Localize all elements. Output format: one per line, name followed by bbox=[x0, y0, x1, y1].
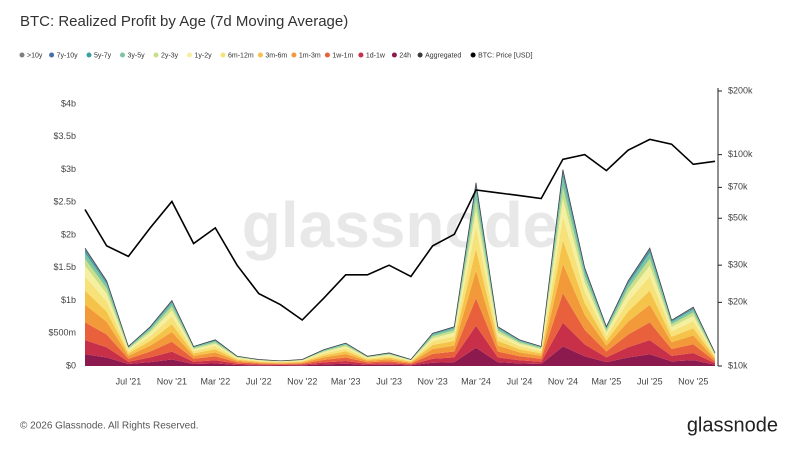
legend-marker bbox=[153, 52, 159, 58]
area-band bbox=[85, 177, 715, 362]
area-band bbox=[85, 293, 715, 365]
y-tick-label: $500m bbox=[48, 328, 76, 338]
x-tick-label: Mar '23 bbox=[331, 376, 361, 386]
legend-marker bbox=[470, 52, 476, 58]
aggregate-line bbox=[84, 169, 716, 362]
y-tick-label: $0 bbox=[66, 360, 76, 370]
y-tick-label: $3.5b bbox=[53, 131, 76, 141]
legend-label: 6m-12m bbox=[228, 52, 254, 59]
x-tick-label: Mar '24 bbox=[461, 376, 491, 386]
legend-label: 1m-3m bbox=[299, 52, 321, 59]
legend-label: 24h bbox=[399, 52, 411, 59]
legend-marker bbox=[86, 52, 92, 58]
legend-label: 7y-10y bbox=[57, 52, 79, 59]
legend-marker bbox=[187, 52, 192, 58]
x-tick-label: Nov '21 bbox=[157, 376, 187, 386]
x-tick-label: Jul '23 bbox=[376, 376, 402, 386]
y-tick-label: $3b bbox=[61, 164, 76, 174]
legend-label: 3m-6m bbox=[265, 52, 287, 59]
y2-tick-label: $50k bbox=[728, 213, 748, 223]
legend-marker bbox=[324, 52, 330, 58]
area-band bbox=[85, 199, 715, 362]
y2-tick-label: $100k bbox=[728, 149, 753, 159]
brand-logo: glassnode bbox=[687, 414, 778, 436]
area-band bbox=[85, 240, 715, 364]
legend-marker bbox=[257, 52, 263, 58]
legend-marker bbox=[391, 52, 397, 58]
x-tick-label: Nov '22 bbox=[287, 376, 317, 386]
x-tick-label: Jul '21 bbox=[116, 376, 142, 386]
x-tick-label: Nov '24 bbox=[548, 376, 578, 386]
x-tick-label: Mar '25 bbox=[592, 376, 622, 386]
legend-label: >10y bbox=[27, 52, 43, 59]
area-band bbox=[85, 346, 715, 366]
legend-label: 2y-3y bbox=[161, 52, 179, 59]
legend-marker bbox=[291, 52, 297, 58]
area-band bbox=[85, 322, 715, 366]
x-tick-label: Nov '23 bbox=[417, 376, 447, 386]
legend-marker bbox=[358, 52, 364, 58]
area-band bbox=[85, 263, 715, 364]
plot-area bbox=[84, 138, 716, 366]
legend-label: 1y-2y bbox=[195, 52, 213, 59]
legend-label: 3y-5y bbox=[128, 52, 146, 59]
y-tick-label: $1.5b bbox=[53, 262, 76, 272]
area-band bbox=[85, 216, 715, 363]
legend-label: BTC: Price [USD] bbox=[478, 52, 533, 59]
y2-tick-label: $70k bbox=[728, 182, 748, 192]
y2-tick-label: $10k bbox=[728, 360, 748, 370]
chart-title: BTC: Realized Profit by Age (7d Moving A… bbox=[20, 13, 348, 30]
legend-marker bbox=[120, 52, 125, 58]
legend-label: 5y-7y bbox=[94, 52, 112, 59]
legend-marker bbox=[220, 52, 226, 58]
legend-label: Aggregated bbox=[425, 52, 461, 59]
y2-tick-label: $30k bbox=[728, 260, 748, 270]
legend-marker bbox=[417, 52, 423, 58]
legend-marker bbox=[49, 52, 55, 58]
x-tick-label: Mar '22 bbox=[200, 376, 230, 386]
x-tick-label: Nov '25 bbox=[678, 376, 708, 386]
y2-tick-label: $20k bbox=[728, 297, 748, 307]
copyright: © 2026 Glassnode. All Rights Reserved. bbox=[20, 421, 199, 432]
price-line bbox=[84, 138, 716, 322]
legend-label: 1d-1w bbox=[366, 52, 386, 59]
x-tick-label: Jul '24 bbox=[507, 376, 533, 386]
x-tick-label: Jul '22 bbox=[246, 376, 272, 386]
area-band bbox=[85, 187, 715, 362]
legend-marker bbox=[19, 52, 25, 58]
y-tick-label: $2.5b bbox=[53, 197, 76, 207]
watermark: glassnode bbox=[242, 189, 559, 261]
y-tick-label: $1b bbox=[61, 295, 76, 305]
y2-tick-label: $200k bbox=[728, 85, 753, 95]
y-tick-label: $4b bbox=[61, 98, 76, 108]
y-tick-label: $2b bbox=[61, 229, 76, 239]
legend-label: 1w-1m bbox=[332, 52, 353, 59]
x-tick-label: Jul '25 bbox=[637, 376, 663, 386]
